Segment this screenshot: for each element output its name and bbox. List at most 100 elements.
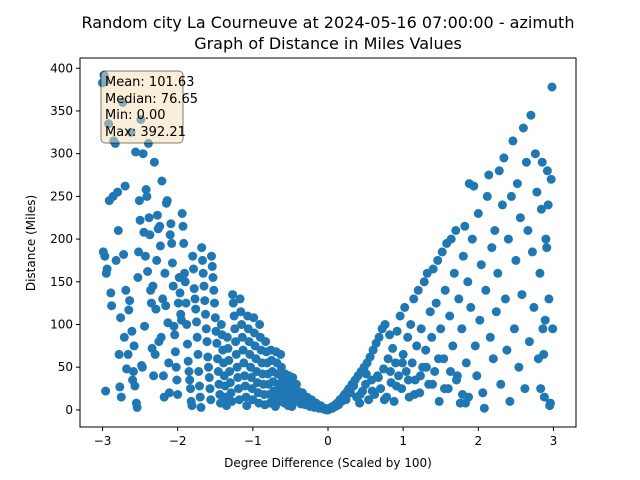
data-point bbox=[291, 379, 301, 389]
data-point bbox=[210, 313, 220, 323]
data-point bbox=[201, 324, 211, 334]
data-point bbox=[537, 157, 547, 167]
data-point bbox=[367, 386, 377, 396]
data-point bbox=[436, 324, 446, 334]
y-tick-label: 50 bbox=[58, 360, 73, 374]
data-point bbox=[545, 401, 555, 411]
data-point bbox=[178, 221, 188, 231]
data-point bbox=[119, 250, 129, 259]
data-point bbox=[479, 403, 489, 413]
data-point bbox=[150, 349, 160, 359]
data-point bbox=[374, 332, 384, 342]
data-point bbox=[186, 384, 195, 394]
data-point bbox=[137, 362, 147, 372]
data-point bbox=[143, 267, 153, 276]
stats-median: Median: 76.65 bbox=[105, 92, 198, 107]
data-point bbox=[228, 290, 238, 300]
data-point bbox=[467, 234, 477, 244]
data-point bbox=[451, 226, 461, 235]
data-point bbox=[171, 362, 181, 372]
data-point bbox=[216, 320, 226, 329]
data-point bbox=[379, 395, 389, 405]
x-axis-ticks: −3 −2 −1 0 1 2 3 bbox=[94, 427, 557, 448]
data-point bbox=[152, 210, 162, 220]
data-point bbox=[222, 332, 232, 342]
data-point bbox=[169, 321, 179, 331]
data-point bbox=[517, 290, 527, 300]
data-point bbox=[368, 345, 378, 355]
stats-mean: Mean: 101.63 bbox=[105, 75, 194, 90]
chart-title-line2: Graph of Distance in Miles Values bbox=[194, 34, 462, 53]
data-point bbox=[239, 358, 249, 368]
data-point bbox=[173, 390, 183, 399]
data-point bbox=[106, 288, 116, 298]
data-point bbox=[175, 288, 185, 298]
data-point bbox=[428, 264, 438, 274]
data-point bbox=[173, 298, 183, 308]
data-point bbox=[144, 213, 154, 223]
data-point bbox=[226, 388, 236, 398]
data-point bbox=[192, 317, 201, 327]
data-point bbox=[389, 396, 399, 406]
data-point bbox=[193, 349, 203, 359]
data-point bbox=[391, 381, 401, 391]
data-point bbox=[448, 341, 458, 351]
data-point bbox=[195, 381, 204, 391]
data-point bbox=[180, 277, 190, 287]
data-point bbox=[165, 230, 175, 240]
data-point bbox=[515, 213, 525, 223]
data-point bbox=[184, 367, 194, 376]
data-point bbox=[202, 337, 212, 347]
data-point bbox=[484, 170, 494, 180]
data-point bbox=[475, 315, 485, 325]
data-point bbox=[100, 251, 110, 261]
data-point bbox=[172, 375, 182, 385]
data-point bbox=[164, 358, 174, 368]
data-point bbox=[168, 281, 178, 291]
data-point bbox=[506, 191, 516, 201]
data-point bbox=[158, 294, 168, 304]
data-point bbox=[249, 313, 259, 323]
stats-min: Min: 0.00 bbox=[105, 108, 166, 123]
x-tick-label: 1 bbox=[399, 434, 407, 448]
data-point bbox=[407, 358, 417, 368]
data-point bbox=[490, 226, 500, 235]
data-point bbox=[460, 221, 470, 231]
data-point bbox=[224, 355, 234, 365]
data-point bbox=[206, 395, 216, 405]
data-point bbox=[494, 166, 504, 176]
data-point bbox=[497, 200, 507, 210]
data-point bbox=[524, 337, 534, 347]
data-point bbox=[207, 261, 217, 271]
data-point bbox=[120, 181, 130, 191]
data-point bbox=[166, 219, 176, 229]
data-point bbox=[231, 337, 241, 347]
data-point bbox=[246, 373, 256, 382]
data-point bbox=[469, 181, 479, 191]
data-point bbox=[449, 268, 459, 278]
data-point bbox=[511, 255, 521, 265]
data-point bbox=[397, 358, 407, 368]
data-point bbox=[379, 364, 389, 374]
data-point bbox=[539, 349, 549, 359]
data-point bbox=[132, 402, 142, 412]
data-point bbox=[502, 345, 512, 355]
data-point bbox=[203, 352, 213, 362]
data-point bbox=[235, 294, 245, 304]
data-point bbox=[242, 401, 252, 411]
data-point bbox=[141, 185, 151, 194]
y-tick-label: 150 bbox=[50, 275, 73, 289]
data-point bbox=[160, 268, 170, 278]
data-point bbox=[415, 371, 425, 381]
data-point bbox=[385, 367, 395, 376]
data-point bbox=[458, 390, 467, 399]
data-point bbox=[194, 367, 204, 376]
data-point bbox=[161, 301, 171, 311]
data-point bbox=[182, 320, 192, 329]
data-point bbox=[179, 238, 189, 248]
x-tick-label: 2 bbox=[474, 434, 482, 448]
data-point bbox=[288, 373, 298, 382]
data-point bbox=[200, 296, 210, 306]
y-tick-label: 300 bbox=[50, 147, 73, 161]
data-point bbox=[428, 379, 437, 389]
